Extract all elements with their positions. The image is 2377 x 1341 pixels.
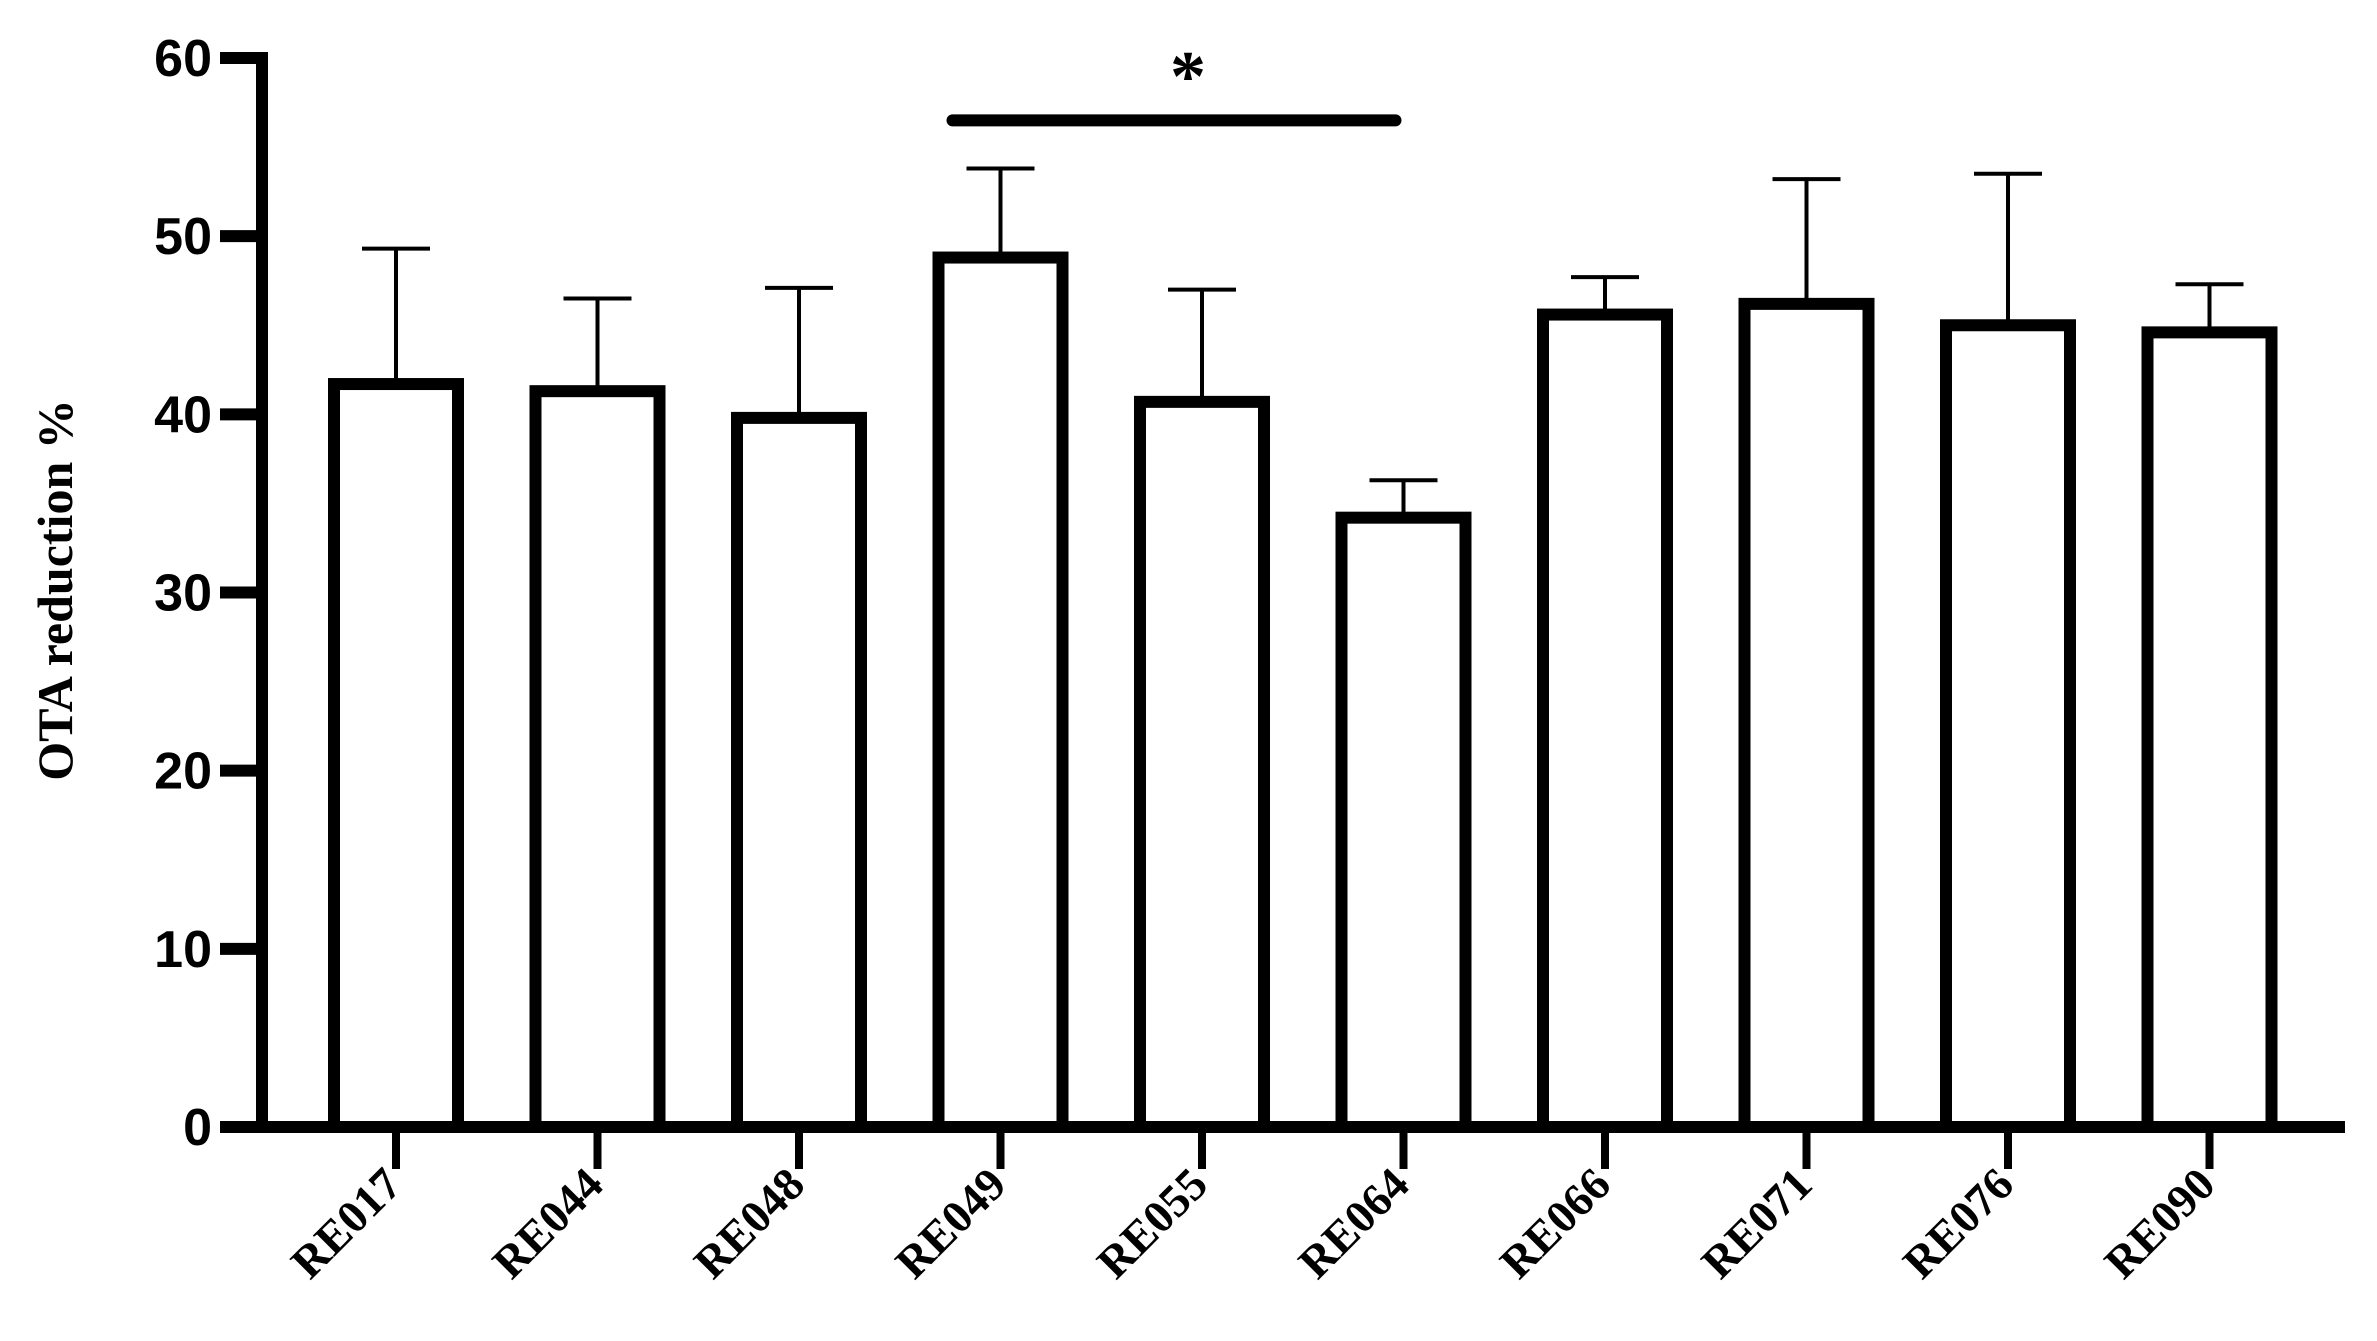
y-tick-label: 20 [154, 743, 212, 801]
bar-re090 [2141, 326, 2278, 1134]
bar-re044 [529, 385, 666, 1133]
y-tick-label: 60 [154, 30, 212, 88]
bar-re055 [1134, 395, 1270, 1133]
y-axis-title: OTA reduction % [27, 399, 83, 781]
category-label: RE064 [1289, 1158, 1419, 1288]
bar-re066 [1537, 308, 1673, 1133]
category-label: RE055 [1087, 1158, 1217, 1288]
bar-re017 [328, 378, 464, 1134]
bar-re048 [731, 411, 867, 1133]
bar-re076 [1940, 319, 2076, 1133]
category-label: RE049 [886, 1158, 1016, 1288]
y-tick-label: 30 [154, 565, 212, 623]
category-label: RE048 [684, 1158, 814, 1288]
bar-re049 [932, 251, 1069, 1133]
y-tick-label: 10 [154, 921, 212, 979]
category-label: RE044 [483, 1158, 613, 1288]
bar-re064 [1335, 511, 1472, 1133]
category-label: RE017 [281, 1158, 411, 1288]
y-tick-label: 0 [183, 1099, 212, 1157]
category-label: RE090 [2095, 1158, 2225, 1288]
y-tick-label: 50 [154, 208, 212, 266]
significance-label: * [1170, 36, 1206, 116]
bar-re071 [1738, 297, 1875, 1133]
category-label: RE071 [1692, 1158, 1822, 1288]
error-bars [362, 166, 2244, 518]
bars [328, 251, 2278, 1134]
category-label: RE066 [1490, 1158, 1620, 1288]
y-tick-label: 40 [154, 386, 212, 444]
category-label: RE076 [1893, 1158, 2023, 1288]
